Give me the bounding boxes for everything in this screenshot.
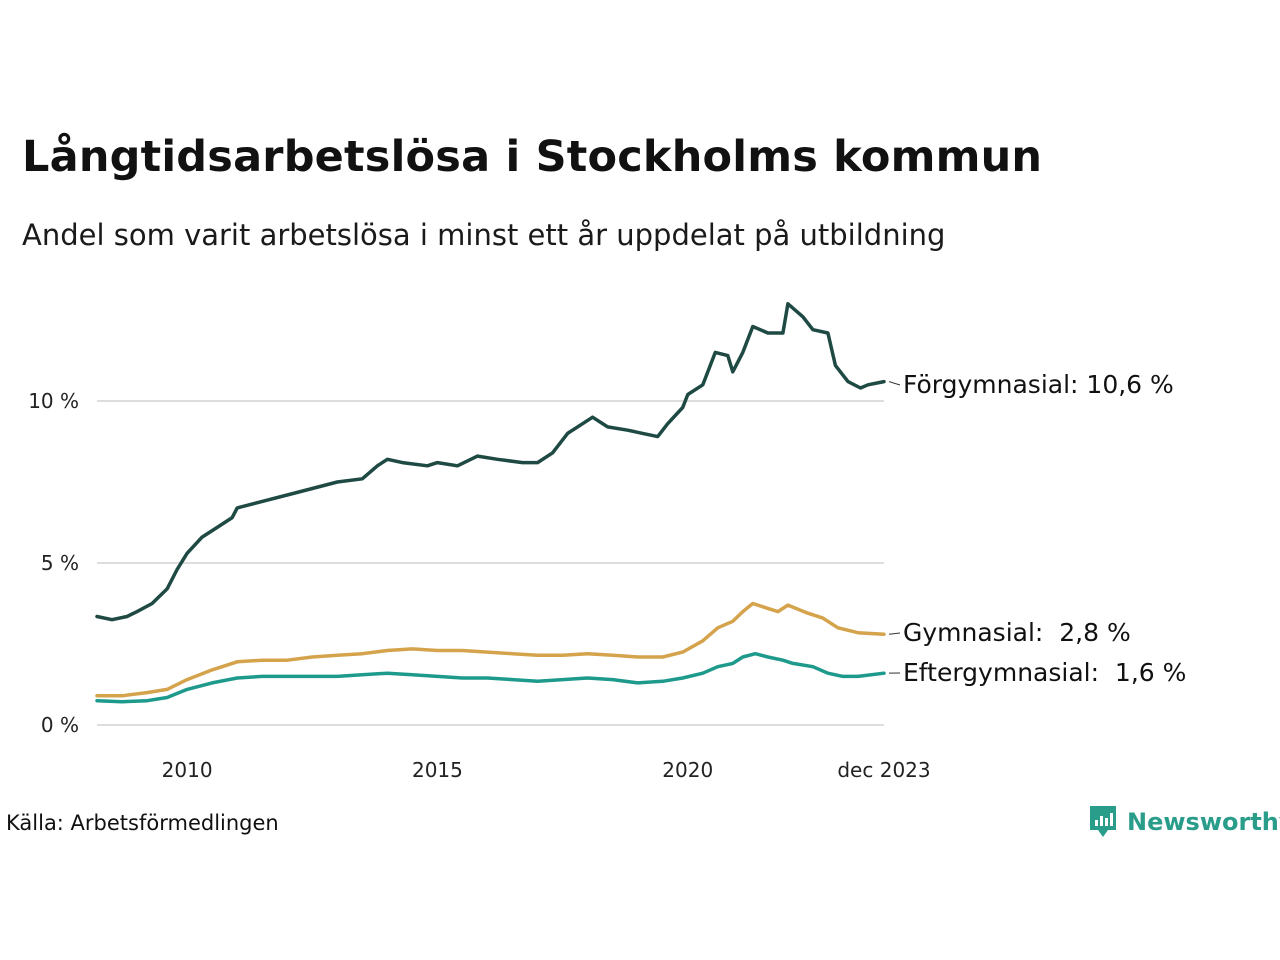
newsworthy-logo-icon	[1090, 806, 1116, 837]
x-tick-label: dec 2023	[837, 758, 930, 782]
x-tick-label: 2015	[412, 758, 463, 782]
brand-name: Newsworthy	[1127, 808, 1280, 836]
series-line-eftergymnasial	[95, 651, 886, 704]
grid-layer	[97, 400, 884, 726]
label-connector	[888, 381, 901, 386]
y-axis-ticks: 0 % 5 % 10 %	[28, 389, 79, 737]
x-tick-label: 2010	[162, 758, 213, 782]
series-label-gymnasial: Gymnasial: 2,8 %	[903, 618, 1131, 647]
source-note: Källa: Arbetsförmedlingen	[6, 811, 279, 835]
x-axis-ticks: 2010 2015 2020 dec 2023	[162, 758, 931, 782]
series-line-förgymnasial	[95, 302, 886, 622]
x-tick-label: 2020	[662, 758, 713, 782]
series-labels: Förgymnasial: 10,6 % Gymnasial: 2,8 % Efte…	[888, 370, 1186, 687]
label-connector	[888, 632, 901, 635]
chart-title: Långtidsarbetslösa i Stockholms kommun	[22, 132, 1043, 182]
chart-subtitle: Andel som varit arbetslösa i minst ett å…	[22, 218, 946, 252]
line-chart: 0 % 5 % 10 % 2010 2015 2020 dec 2023 Förgymna…	[28, 302, 1186, 782]
y-tick-label: 0 %	[41, 713, 79, 737]
series-layer	[95, 302, 886, 704]
y-tick-label: 5 %	[41, 551, 79, 575]
series-label-förgymnasial: Förgymnasial: 10,6 %	[903, 370, 1174, 399]
series-line-gymnasial	[95, 601, 886, 698]
brand-logo: Newsworthy	[1088, 804, 1280, 840]
y-tick-label: 10 %	[28, 389, 79, 413]
series-label-eftergymnasial: Eftergymnasial: 1,6 %	[903, 658, 1186, 687]
